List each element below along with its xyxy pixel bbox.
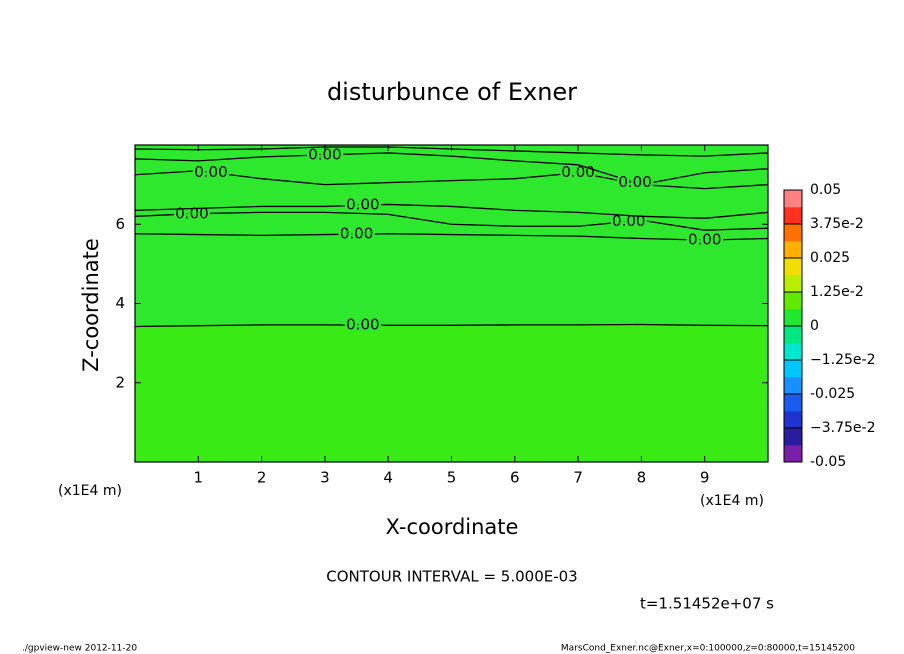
colorbar-bin xyxy=(784,224,802,242)
colorbar-bin xyxy=(784,343,802,361)
contour-label: 0.00 xyxy=(346,316,379,334)
y-tick-label: 6 xyxy=(115,215,125,233)
colorbar-tick-label: -0.025 xyxy=(810,386,855,402)
chart-title: disturbunce of Exner xyxy=(327,78,577,106)
contour-line xyxy=(134,211,769,231)
y-axis-label: Z-coordinate xyxy=(79,238,103,372)
colorbar-tick-label: 3.75e-2 xyxy=(810,216,864,232)
colorbar-bin xyxy=(784,309,802,327)
colorbar-tick-label: 0 xyxy=(810,318,819,334)
y-tick-label: 2 xyxy=(115,373,125,391)
colorbar-bin xyxy=(784,190,802,208)
x-tick-label: 2 xyxy=(257,469,267,487)
contour-label: 0.00 xyxy=(688,231,721,249)
x-tick-label: 5 xyxy=(447,469,457,487)
contour-label: 0.00 xyxy=(346,196,379,214)
colorbar-bin xyxy=(784,326,802,344)
x-tick-label: 1 xyxy=(194,469,204,487)
colorbar-bin xyxy=(784,207,802,225)
x-unit: (x1E4 m) xyxy=(700,493,764,509)
x-tick-label: 7 xyxy=(573,469,583,487)
colorbar-tick-label: -0.05 xyxy=(810,454,846,470)
footer-right: MarsCond_Exner.nc@Exner,x=0:100000,z=0:8… xyxy=(561,644,855,654)
colorbar-tick-label: 0.025 xyxy=(810,250,850,266)
contour-label: 0.00 xyxy=(340,225,373,243)
x-axis-label: X-coordinate xyxy=(386,515,519,539)
contour-label: 0.00 xyxy=(194,163,227,181)
contour-interval: CONTOUR INTERVAL = 5.000E-03 xyxy=(326,568,577,586)
x-tick-label: 4 xyxy=(383,469,393,487)
x-tick-label: 8 xyxy=(637,469,647,487)
contour-label: 0.00 xyxy=(175,204,208,222)
colorbar-tick-label: 0.05 xyxy=(810,182,841,198)
colorbar-bin xyxy=(784,445,802,463)
footer-left: ./gpview-new 2012-11-20 xyxy=(22,644,137,654)
x-tick-label: 3 xyxy=(320,469,330,487)
colorbar-bin xyxy=(784,411,802,429)
colorbar-bin xyxy=(784,394,802,412)
x-unit: (x1E4 m) xyxy=(58,483,122,499)
contour-line xyxy=(134,152,769,186)
contour-line xyxy=(134,203,769,219)
contour-line xyxy=(134,170,769,190)
contour-label: 0.00 xyxy=(308,145,341,163)
lower-field xyxy=(135,324,768,462)
contour-line xyxy=(134,233,769,241)
contour-label: 0.00 xyxy=(618,173,651,191)
colorbar-tick-label: −3.75e-2 xyxy=(810,420,875,436)
contour-line xyxy=(134,323,769,328)
time-label: t=1.51452e+07 s xyxy=(640,595,774,613)
colorbar-bin xyxy=(784,428,802,446)
x-tick-label: 6 xyxy=(510,469,520,487)
colorbar-bin xyxy=(784,360,802,378)
colorbar-bin xyxy=(784,258,802,276)
colorbar-bin xyxy=(784,377,802,395)
colorbar-tick-label: −1.25e-2 xyxy=(810,352,875,368)
colorbar-bin xyxy=(784,292,802,310)
y-tick-label: 4 xyxy=(115,294,125,312)
colorbar-bin xyxy=(784,275,802,293)
colorbar-tick-label: 1.25e-2 xyxy=(810,284,864,300)
colorbar-bin xyxy=(784,241,802,259)
x-tick-label: 9 xyxy=(700,469,710,487)
contour-label: 0.00 xyxy=(561,163,594,181)
